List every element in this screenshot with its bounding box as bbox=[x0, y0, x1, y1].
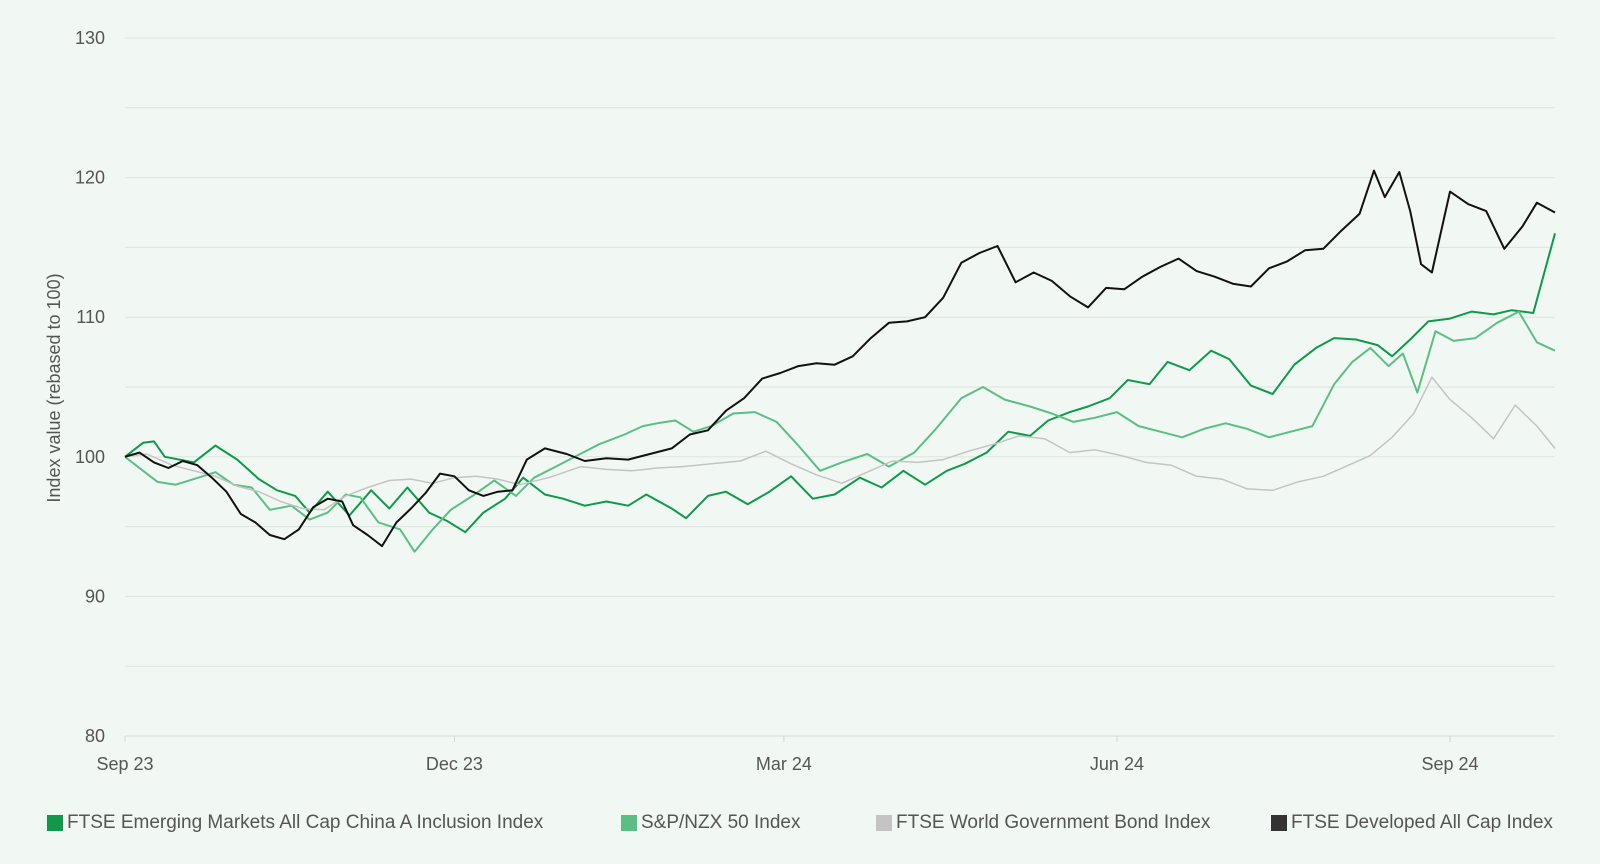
grid-layer bbox=[125, 37, 1555, 737]
y-tick-label: 110 bbox=[76, 307, 105, 327]
x-tick-label: Mar 24 bbox=[756, 754, 812, 774]
tick-layer: 80 90 100 110 120 130 Sep 23 Dec 23 Mar 24 Jun 24… bbox=[75, 28, 1479, 774]
legend-item-world-govt-bond: FTSE World Government Bond Index bbox=[876, 812, 1210, 834]
legend: FTSE Emerging Markets All Cap China A In… bbox=[0, 812, 1600, 848]
legend-label-emerging-markets: FTSE Emerging Markets All Cap China A In… bbox=[67, 812, 544, 833]
series-line-2 bbox=[124, 376, 1556, 511]
series-layer bbox=[124, 169, 1556, 553]
series-line-0 bbox=[124, 233, 1556, 534]
y-tick-label: 80 bbox=[85, 726, 105, 746]
legend-item-developed-all-cap: FTSE Developed All Cap Index bbox=[1271, 812, 1553, 834]
x-tick-label: Sep 23 bbox=[96, 754, 153, 774]
legend-label-developed-all-cap: FTSE Developed All Cap Index bbox=[1291, 812, 1553, 833]
y-tick-label: 100 bbox=[75, 447, 105, 467]
x-tick-label: Dec 23 bbox=[426, 754, 483, 774]
legend-item-nzx50: S&P/NZX 50 Index bbox=[621, 812, 800, 834]
legend-label-world-govt-bond: FTSE World Government Bond Index bbox=[896, 812, 1211, 833]
x-tick-label: Jun 24 bbox=[1090, 754, 1144, 774]
legend-swatch-emerging-markets bbox=[47, 815, 63, 831]
y-axis-title: Index value (rebased to 100) bbox=[44, 273, 64, 502]
series-line-1 bbox=[124, 310, 1556, 553]
x-tick-label: Sep 24 bbox=[1421, 754, 1478, 774]
legend-label-nzx50: S&P/NZX 50 Index bbox=[641, 812, 801, 833]
y-tick-label: 120 bbox=[75, 168, 105, 188]
legend-swatch-developed-all-cap bbox=[1271, 815, 1287, 831]
y-tick-label: 90 bbox=[85, 586, 105, 606]
series-line-3 bbox=[124, 169, 1556, 548]
y-tick-label: 130 bbox=[75, 28, 105, 48]
legend-item-emerging-markets: FTSE Emerging Markets All Cap China A In… bbox=[47, 812, 543, 834]
legend-swatch-nzx50 bbox=[621, 815, 637, 831]
legend-swatch-world-govt-bond bbox=[876, 815, 892, 831]
